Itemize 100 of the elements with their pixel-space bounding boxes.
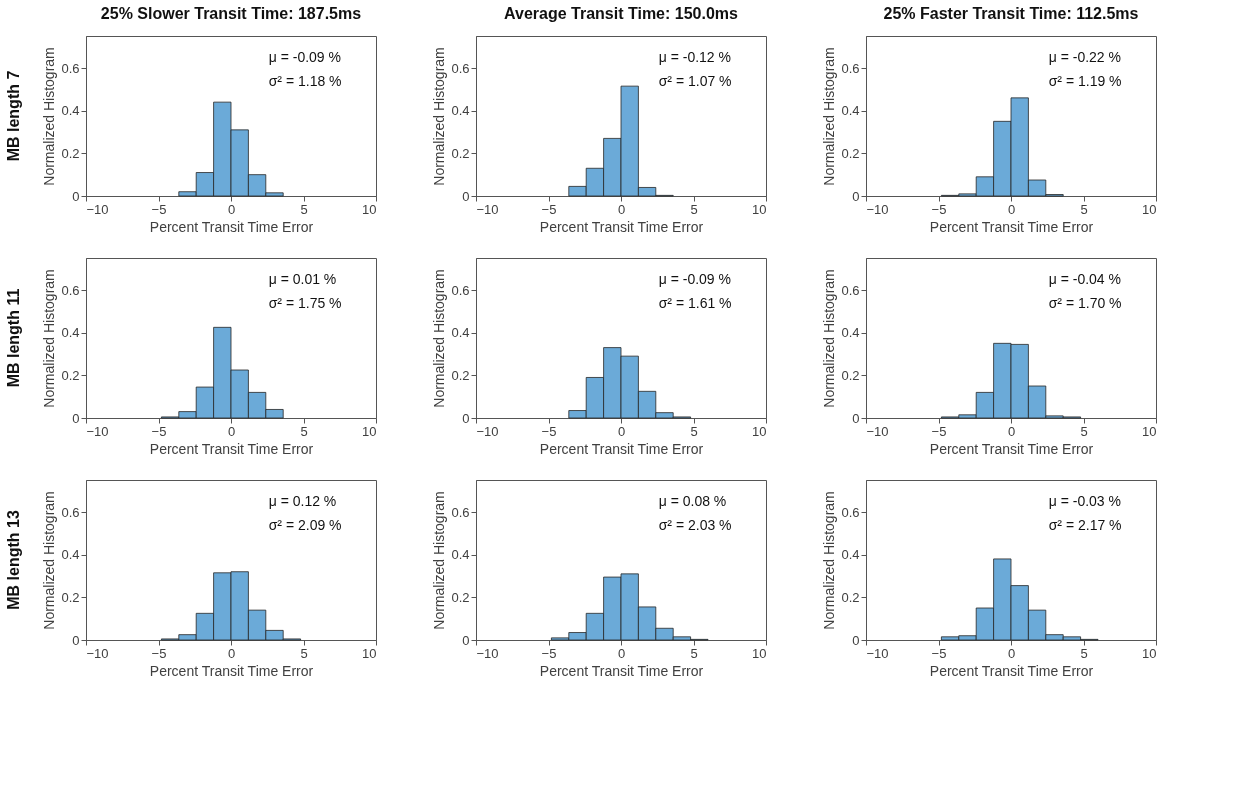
x-tick-label: 5 <box>690 201 698 217</box>
annotation: σ² = 1.07 % <box>658 73 732 89</box>
y-tick-label: 0.2 <box>841 145 860 161</box>
x-tick-label: 0 <box>617 645 626 661</box>
x-tick-label: −5 <box>151 645 167 661</box>
x-axis-title: Percent Transit Time Error <box>929 440 1094 457</box>
x-tick-label: −10 <box>86 201 109 217</box>
x-tick-label: 5 <box>1080 645 1088 661</box>
x-axis-title: Percent Transit Time Error <box>539 662 704 679</box>
x-tick-label: −10 <box>866 645 889 661</box>
annotation: μ = -0.12 % <box>658 49 731 65</box>
y-axis-title: Normalized Histogram <box>821 491 838 630</box>
y-tick-label: 0 <box>852 410 860 426</box>
y-tick-label: 0.2 <box>451 145 470 161</box>
y-tick-label: 0.6 <box>61 282 80 298</box>
annotation: μ = 0.01 % <box>268 271 337 287</box>
x-tick-label: 5 <box>1080 201 1088 217</box>
y-tick-label: 0 <box>852 632 860 648</box>
annotation: σ² = 1.70 % <box>1048 295 1122 311</box>
chart-title: Average Transit Time: 150.0ms <box>504 5 739 22</box>
annotation: μ = 0.12 % <box>268 493 337 509</box>
y-tick-label: 0.2 <box>451 367 470 383</box>
x-tick-label: 0 <box>1007 201 1016 217</box>
chart-title: 25% Slower Transit Time: 187.5ms <box>100 5 362 22</box>
y-tick-label: 0.4 <box>451 547 470 563</box>
y-tick-label: 0.6 <box>61 504 80 520</box>
x-axis-title: Percent Transit Time Error <box>929 662 1094 679</box>
x-tick-label: −5 <box>541 645 557 661</box>
x-tick-label: −5 <box>151 423 167 439</box>
x-tick-label: −10 <box>476 423 499 439</box>
y-tick-label: 0.4 <box>61 325 80 341</box>
y-tick-label: 0.4 <box>451 325 470 341</box>
annotation: σ² = 2.17 % <box>1048 517 1122 533</box>
y-axis-title: Normalized Histogram <box>41 47 58 186</box>
y-tick-label: 0.4 <box>61 103 80 119</box>
x-tick-label: 10 <box>1142 423 1157 439</box>
y-tick-label: 0.6 <box>841 60 860 76</box>
y-tick-label: 0.2 <box>61 367 80 383</box>
y-tick-label: 0 <box>852 188 860 204</box>
annotation: σ² = 2.09 % <box>268 517 342 533</box>
x-tick-label: −10 <box>866 423 889 439</box>
x-tick-label: 5 <box>300 201 308 217</box>
x-tick-label: 10 <box>752 201 767 217</box>
annotation: σ² = 1.19 % <box>1048 73 1122 89</box>
y-tick-label: 0.2 <box>451 589 470 605</box>
annotation: μ = -0.03 % <box>1048 493 1121 509</box>
y-axis-title: Normalized Histogram <box>431 47 448 186</box>
x-tick-label: 10 <box>752 645 767 661</box>
x-tick-label: 5 <box>690 645 698 661</box>
x-tick-label: −5 <box>541 423 557 439</box>
text: MB length 11 <box>5 288 22 388</box>
text: MB length 7 <box>5 70 22 162</box>
x-tick-label: −10 <box>476 645 499 661</box>
x-tick-label: 0 <box>227 201 236 217</box>
y-tick-label: 0.4 <box>841 547 860 563</box>
x-axis-title: Percent Transit Time Error <box>929 218 1094 235</box>
x-tick-label: −5 <box>931 201 947 217</box>
y-axis-title: Normalized Histogram <box>41 491 58 630</box>
x-tick-label: 5 <box>690 423 698 439</box>
y-tick-label: 0.6 <box>451 60 470 76</box>
x-tick-label: 10 <box>362 201 377 217</box>
y-tick-label: 0.6 <box>841 504 860 520</box>
annotation: μ = -0.09 % <box>268 49 341 65</box>
annotation: σ² = 2.03 % <box>658 517 732 533</box>
x-tick-label: −5 <box>931 423 947 439</box>
y-tick-label: 0.4 <box>841 325 860 341</box>
x-tick-label: −5 <box>151 201 167 217</box>
x-axis-title: Percent Transit Time Error <box>539 440 704 457</box>
x-tick-label: 5 <box>300 645 308 661</box>
y-tick-label: 0.2 <box>61 145 80 161</box>
x-tick-label: 10 <box>1142 645 1157 661</box>
x-tick-label: 10 <box>752 423 767 439</box>
y-tick-label: 0 <box>72 410 80 426</box>
annotation: σ² = 1.75 % <box>268 295 342 311</box>
y-axis-title: Normalized Histogram <box>431 491 448 630</box>
text: MB length 13 <box>5 510 22 610</box>
x-tick-label: −10 <box>476 201 499 217</box>
y-tick-label: 0.6 <box>61 60 80 76</box>
annotation: σ² = 1.18 % <box>268 73 342 89</box>
y-axis-title: Normalized Histogram <box>821 47 838 186</box>
y-tick-label: 0.2 <box>841 589 860 605</box>
x-tick-label: 10 <box>362 423 377 439</box>
x-tick-label: 10 <box>1142 201 1157 217</box>
y-tick-label: 0.6 <box>451 504 470 520</box>
y-axis-title: Normalized Histogram <box>41 269 58 408</box>
x-tick-label: 0 <box>617 423 626 439</box>
y-tick-label: 0.4 <box>451 103 470 119</box>
x-axis-title: Percent Transit Time Error <box>149 440 314 457</box>
x-tick-label: −10 <box>86 423 109 439</box>
x-tick-label: −10 <box>86 645 109 661</box>
annotation: μ = 0.08 % <box>658 493 727 509</box>
x-axis-title: Percent Transit Time Error <box>539 218 704 235</box>
y-axis-title: Normalized Histogram <box>821 269 838 408</box>
y-tick-label: 0.2 <box>61 589 80 605</box>
y-tick-label: 0.2 <box>841 367 860 383</box>
x-tick-label: 0 <box>1007 645 1016 661</box>
annotation: σ² = 1.61 % <box>658 295 732 311</box>
y-tick-label: 0 <box>462 188 470 204</box>
x-axis-title: Percent Transit Time Error <box>149 218 314 235</box>
x-tick-label: 0 <box>227 645 236 661</box>
